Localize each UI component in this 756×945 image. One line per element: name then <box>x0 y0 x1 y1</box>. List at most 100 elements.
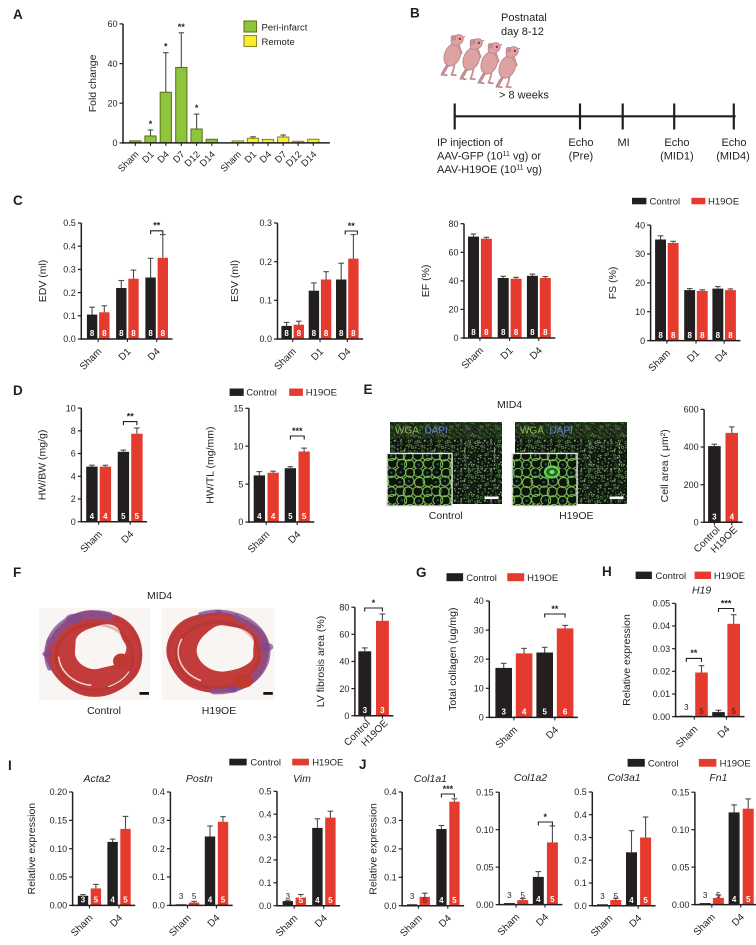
svg-text:0.01: 0.01 <box>653 689 671 699</box>
svg-text:0.2: 0.2 <box>259 257 272 267</box>
svg-text:0.0: 0.0 <box>384 901 397 911</box>
svg-text:10: 10 <box>635 307 645 317</box>
svg-text:8: 8 <box>131 329 136 338</box>
svg-text:EDV (ml): EDV (ml) <box>37 260 49 303</box>
svg-text:30: 30 <box>635 249 645 259</box>
svg-text:MI: MI <box>617 137 629 149</box>
svg-text:Vim: Vim <box>293 773 311 785</box>
svg-text:AAV-GFP (1011 vg) or: AAV-GFP (1011 vg) or <box>437 151 541 163</box>
svg-text:**: ** <box>127 411 135 421</box>
svg-text:Total collagen (ug/mg): Total collagen (ug/mg) <box>447 608 459 711</box>
svg-text:4: 4 <box>271 512 276 521</box>
svg-text:MID4: MID4 <box>147 590 172 602</box>
svg-text:D: D <box>13 383 23 398</box>
svg-text:Relative expression: Relative expression <box>621 614 633 706</box>
svg-text:IP injection of: IP injection of <box>437 137 504 149</box>
svg-text:(MID1): (MID1) <box>660 151 694 163</box>
svg-text:0.04: 0.04 <box>653 621 671 631</box>
svg-text:0.3: 0.3 <box>63 265 76 275</box>
svg-text:MID4: MID4 <box>497 399 522 411</box>
svg-text:C: C <box>13 193 23 208</box>
svg-text:8: 8 <box>543 328 548 337</box>
svg-text:5: 5 <box>221 896 226 905</box>
svg-text:0.4: 0.4 <box>384 787 397 797</box>
svg-text:***: *** <box>721 598 732 608</box>
svg-text:20: 20 <box>107 98 117 108</box>
svg-text:Control: Control <box>650 196 681 207</box>
svg-text:5: 5 <box>716 891 721 900</box>
svg-text:Echo: Echo <box>568 137 593 149</box>
svg-text:**: ** <box>348 221 356 231</box>
svg-text:H19OE: H19OE <box>714 571 745 582</box>
svg-text:2: 2 <box>71 494 76 504</box>
svg-text:H19OE: H19OE <box>708 196 739 207</box>
svg-text:5: 5 <box>238 479 243 489</box>
svg-text:20: 20 <box>339 684 349 694</box>
svg-text:> 8 weeks: > 8 weeks <box>499 90 549 102</box>
svg-text:3: 3 <box>81 896 86 905</box>
svg-text:***: *** <box>292 426 303 436</box>
svg-text:A: A <box>13 7 23 22</box>
svg-text:0: 0 <box>238 517 243 527</box>
svg-text:H19OE: H19OE <box>202 705 236 717</box>
svg-text:Control: Control <box>648 759 679 770</box>
svg-text:I: I <box>8 758 12 773</box>
svg-text:H: H <box>602 564 612 579</box>
svg-text:0.4: 0.4 <box>259 809 272 819</box>
svg-text:4: 4 <box>536 895 541 904</box>
svg-text:WGA DAPI: WGA DAPI <box>395 426 448 437</box>
svg-text:LV fibrosis area (%): LV fibrosis area (%) <box>315 616 327 707</box>
svg-text:0: 0 <box>479 713 484 723</box>
svg-text:0.1: 0.1 <box>574 878 587 888</box>
svg-text:8: 8 <box>284 329 289 338</box>
svg-text:3: 3 <box>286 892 291 901</box>
svg-text:40: 40 <box>474 596 484 606</box>
svg-text:Control: Control <box>466 573 497 584</box>
svg-text:0.0: 0.0 <box>63 334 76 344</box>
svg-text:Relative expression: Relative expression <box>26 803 38 895</box>
svg-text:0.15: 0.15 <box>50 816 68 826</box>
svg-text:5: 5 <box>731 707 736 716</box>
svg-text:Peri-infarct: Peri-infarct <box>262 23 308 34</box>
svg-text:0.1: 0.1 <box>63 311 76 321</box>
svg-text:day 8-12: day 8-12 <box>501 26 544 38</box>
svg-text:5: 5 <box>452 896 457 905</box>
svg-text:0.0: 0.0 <box>259 334 272 344</box>
svg-text:Cell area ( μm²): Cell area ( μm²) <box>659 429 671 502</box>
svg-text:0.15: 0.15 <box>476 787 494 797</box>
svg-text:3: 3 <box>600 892 605 901</box>
svg-text:0.2: 0.2 <box>384 844 397 854</box>
svg-text:F: F <box>13 565 21 580</box>
svg-text:5: 5 <box>423 896 428 905</box>
svg-text:H19: H19 <box>692 585 711 597</box>
svg-text:E: E <box>364 382 373 397</box>
svg-text:0.2: 0.2 <box>259 855 272 865</box>
svg-text:H19OE: H19OE <box>559 510 593 522</box>
svg-text:Control: Control <box>87 705 121 717</box>
svg-text:200: 200 <box>684 480 699 490</box>
svg-text:0.10: 0.10 <box>50 844 68 854</box>
svg-text:0.2: 0.2 <box>63 288 76 298</box>
svg-text:8: 8 <box>484 328 489 337</box>
svg-text:0.02: 0.02 <box>653 667 671 677</box>
svg-text:0.00: 0.00 <box>672 900 690 910</box>
svg-text:J: J <box>359 757 367 772</box>
svg-text:0.1: 0.1 <box>384 873 397 883</box>
svg-text:0.3: 0.3 <box>152 816 165 826</box>
svg-text:**: ** <box>153 221 161 231</box>
svg-text:8: 8 <box>700 331 705 340</box>
svg-text:**: ** <box>690 648 698 658</box>
svg-text:0.0: 0.0 <box>152 901 165 911</box>
svg-text:Col1a1: Col1a1 <box>414 773 447 785</box>
svg-text:0.4: 0.4 <box>574 810 587 820</box>
svg-text:***: *** <box>443 784 454 794</box>
svg-text:20: 20 <box>448 305 458 315</box>
svg-text:60: 60 <box>107 19 117 29</box>
svg-text:10: 10 <box>233 441 243 451</box>
svg-text:Remote: Remote <box>262 37 295 48</box>
svg-text:0.0: 0.0 <box>574 901 587 911</box>
svg-text:5: 5 <box>135 512 140 521</box>
svg-text:8: 8 <box>312 329 317 338</box>
svg-text:Control: Control <box>429 510 463 522</box>
svg-text:HW/BW (mg/g): HW/BW (mg/g) <box>37 430 49 501</box>
